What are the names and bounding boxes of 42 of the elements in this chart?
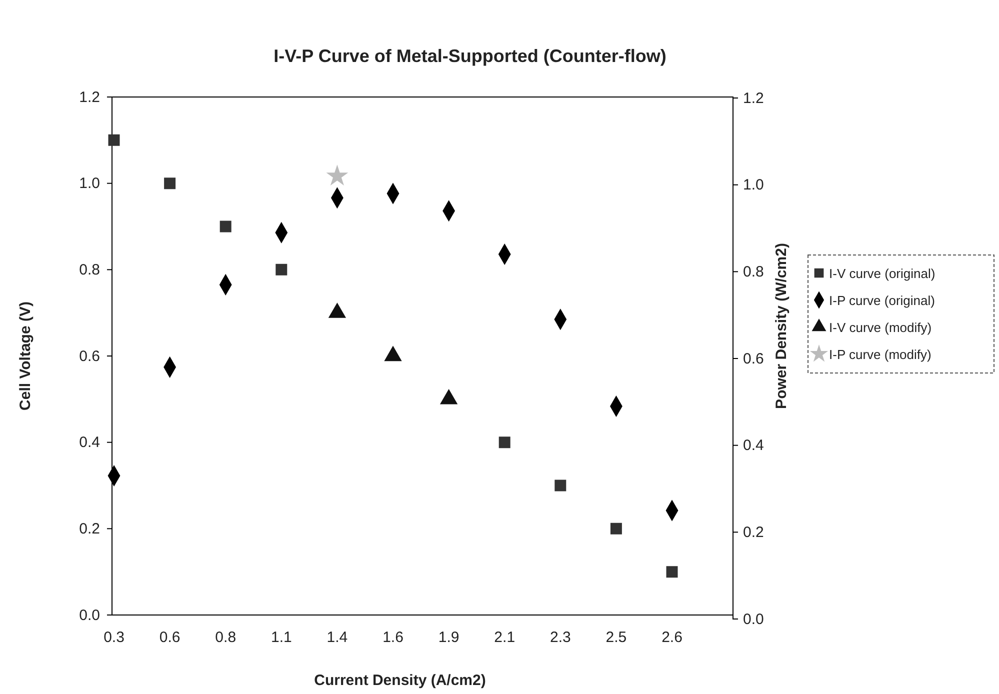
y-tick-label: 0.0 bbox=[79, 606, 100, 624]
x-axis-title: Current Density (A/cm2) bbox=[314, 672, 486, 689]
y2-tick-label: 0.4 bbox=[743, 437, 764, 454]
y-tick-label: 0.6 bbox=[79, 348, 100, 365]
chart-title: I-V-P Curve of Metal-Supported (Counter-flow) bbox=[274, 46, 666, 66]
legend-label: I-V curve (modify) bbox=[829, 320, 932, 335]
y-tick-label: 0.2 bbox=[79, 520, 100, 538]
point bbox=[108, 134, 120, 146]
x-tick-label: 1.9 bbox=[438, 629, 460, 646]
point bbox=[498, 436, 510, 448]
point bbox=[554, 480, 566, 492]
x-tick-label: 2.1 bbox=[494, 629, 516, 646]
x-tick-label: 0.3 bbox=[104, 629, 124, 646]
y2-tick-label: 0.2 bbox=[743, 524, 764, 541]
y-tick-label: 0.8 bbox=[79, 261, 100, 278]
legend-label: I-V curve (original) bbox=[829, 266, 936, 281]
y2-tick-label: 1.0 bbox=[743, 176, 764, 194]
legend-label: I-P curve (original) bbox=[829, 293, 935, 308]
y-axis-title: Cell Voltage (V) bbox=[17, 302, 34, 410]
legend-label: I-P curve (modify) bbox=[829, 347, 932, 362]
y-tick-label: 1.0 bbox=[79, 175, 100, 192]
point bbox=[164, 178, 176, 190]
y2-tick-label: 0.6 bbox=[743, 350, 764, 368]
x-tick-label: 2.6 bbox=[662, 629, 682, 646]
x-tick-label: 0.6 bbox=[159, 629, 180, 646]
x-tick-label: 2.5 bbox=[606, 629, 627, 646]
y2-axis-title: Power Density (W/cm2) bbox=[773, 243, 790, 409]
y-tick-label: 0.4 bbox=[79, 434, 100, 452]
x-tick-label: 1.1 bbox=[270, 629, 292, 646]
y2-tick-label: 0.8 bbox=[743, 263, 764, 280]
x-tick-label: 1.4 bbox=[326, 629, 348, 646]
x-tick-label: 1.6 bbox=[382, 629, 404, 646]
y2-tick-label: 1.2 bbox=[743, 90, 764, 107]
x-tick-label: 0.8 bbox=[215, 629, 236, 646]
x-tick-label: 2.3 bbox=[550, 629, 571, 646]
y2-tick-label: 0.0 bbox=[743, 610, 764, 628]
point bbox=[666, 566, 678, 578]
point bbox=[327, 166, 348, 185]
y-tick-label: 1.2 bbox=[79, 88, 100, 106]
point bbox=[610, 522, 622, 534]
point bbox=[276, 264, 288, 276]
point bbox=[220, 220, 232, 232]
